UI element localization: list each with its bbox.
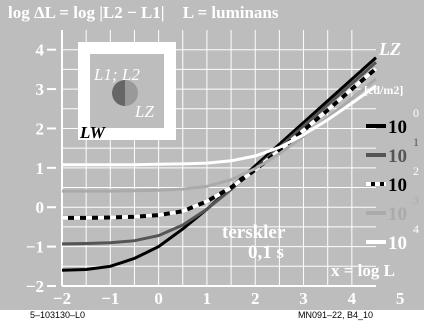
- legend-unit: [cd/m2]: [364, 83, 403, 97]
- x-axis-label: x = log L: [331, 261, 395, 280]
- footer-right: MN091–22, B4_10: [298, 310, 374, 320]
- legend-label-exp: 1: [413, 135, 419, 149]
- x-tick-label: 4: [348, 289, 357, 308]
- y-tick-label: 1: [36, 159, 45, 178]
- title-formula: log ΔL = log |L2 − L1|: [8, 3, 165, 22]
- y-tick-label: −2: [26, 277, 44, 296]
- y-tick-label: 0: [36, 198, 45, 217]
- y-tick-label: −1: [26, 238, 44, 257]
- x-tick-label: 2: [251, 289, 260, 308]
- x-tick-label: 5: [396, 289, 405, 308]
- y-tick-labels: −2 −1 0 1 2 3 4: [26, 41, 56, 296]
- series-group: [61, 56, 378, 272]
- footer-left: 5–103130–L0: [30, 310, 86, 320]
- legend-label-base: 10: [388, 117, 407, 138]
- legend: LZ [cd/m2] 10 0 10 1 10 2 10 3 10 4: [364, 39, 419, 254]
- x-tick-labels: −2 −1 0 1 2 3 4 5: [53, 289, 404, 308]
- inset-label-l1l2: L1; L2: [93, 65, 140, 84]
- annotation-line2: 0,1 s: [248, 242, 284, 263]
- inset-disk-right: [125, 80, 138, 106]
- series-line-10^2: [62, 67, 378, 220]
- x-tick-label: −2: [53, 289, 71, 308]
- inset-disk-left: [112, 80, 125, 106]
- x-tick-label: −1: [101, 289, 119, 308]
- legend-label-base: 10: [388, 233, 407, 254]
- series-line-10^4: [62, 84, 377, 167]
- x-tick-label: 3: [299, 289, 308, 308]
- inset-diagram: L1; L2 LZ LW: [78, 42, 176, 142]
- y-tick-label: 2: [36, 119, 45, 138]
- y-tick-label: 4: [36, 41, 45, 60]
- legend-label-exp: 0: [413, 106, 419, 120]
- title-legend: L = luminans: [182, 3, 279, 22]
- chart-title: log ΔL = log |L2 − L1| L = luminans: [8, 3, 278, 23]
- legend-label-exp: 2: [413, 164, 419, 178]
- legend-label-exp: 4: [413, 222, 419, 236]
- legend-label-base: 10: [388, 146, 407, 167]
- x-tick-label: 0: [154, 289, 163, 308]
- inset-label-lw: LW: [79, 123, 107, 142]
- annotation-line1: terskler: [222, 222, 286, 243]
- inset-label-lz: LZ: [134, 102, 154, 121]
- chart-background: [0, 0, 424, 310]
- legend-title: LZ: [378, 39, 401, 59]
- series-line-10^1: [61, 61, 377, 246]
- legend-label-base: 10: [388, 175, 407, 196]
- legend-label-base: 10: [388, 204, 407, 225]
- y-tick-label: 3: [36, 80, 45, 99]
- x-tick-label: 1: [203, 289, 212, 308]
- legend-label-exp: 3: [413, 193, 419, 207]
